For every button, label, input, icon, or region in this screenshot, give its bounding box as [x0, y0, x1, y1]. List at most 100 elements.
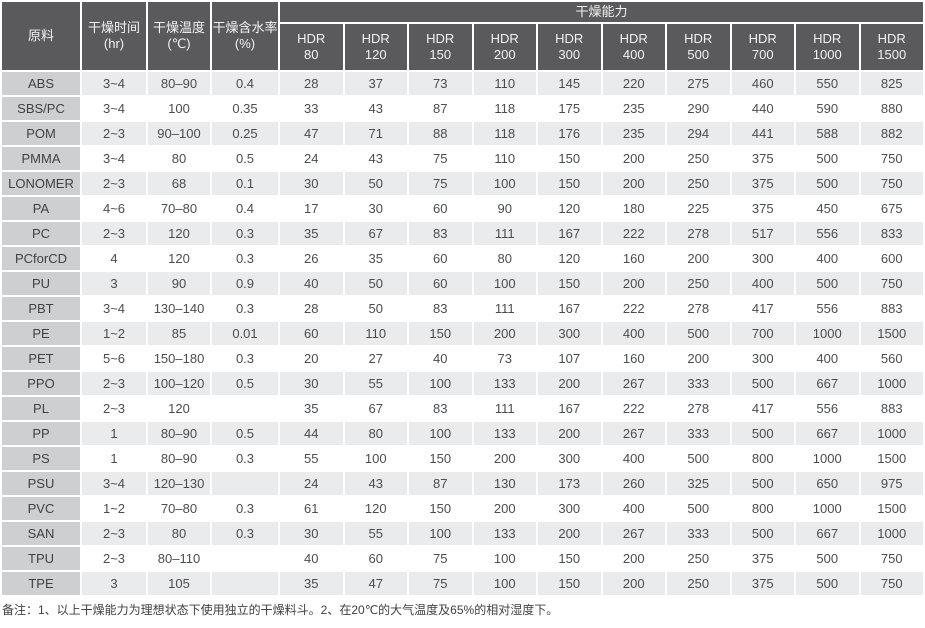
dry-time-cell: 1 — [82, 422, 146, 445]
capacity-cell: 100 — [473, 172, 536, 195]
capacity-cell: 278 — [667, 297, 730, 320]
capacity-cell: 43 — [344, 472, 407, 495]
moisture-cell — [212, 472, 278, 495]
material-cell: LONOMER — [2, 172, 80, 195]
capacity-cell: 118 — [473, 122, 536, 145]
capacity-cell: 100 — [473, 547, 536, 570]
capacity-cell: 100 — [473, 272, 536, 295]
capacity-cell: 375 — [731, 172, 794, 195]
material-cell: PC — [2, 222, 80, 245]
capacity-cell: 600 — [860, 247, 923, 270]
capacity-cell: 200 — [602, 272, 665, 295]
col-header-hdr-1500: HDR 1500 — [860, 24, 923, 70]
capacity-cell: 225 — [667, 197, 730, 220]
capacity-cell: 100 — [344, 447, 407, 470]
capacity-cell: 650 — [796, 472, 859, 495]
dry-temp-cell: 80 — [148, 522, 210, 545]
dry-time-cell: 3~4 — [82, 147, 146, 170]
capacity-cell: 200 — [602, 172, 665, 195]
capacity-cell: 500 — [667, 447, 730, 470]
capacity-cell: 120 — [344, 497, 407, 520]
moisture-cell: 0.4 — [212, 72, 278, 95]
capacity-cell: 26 — [280, 247, 343, 270]
capacity-cell: 200 — [473, 497, 536, 520]
capacity-cell: 35 — [344, 247, 407, 270]
capacity-cell: 883 — [860, 297, 923, 320]
capacity-cell: 750 — [860, 572, 923, 595]
capacity-cell: 43 — [344, 97, 407, 120]
capacity-cell: 417 — [731, 397, 794, 420]
moisture-cell — [212, 572, 278, 595]
dry-temp-cell: 85 — [148, 322, 210, 345]
capacity-cell: 1000 — [796, 322, 859, 345]
dry-time-cell: 1~2 — [82, 497, 146, 520]
capacity-cell: 118 — [473, 97, 536, 120]
capacity-cell: 27 — [344, 347, 407, 370]
table-row-san: SAN 2~3 80 0.3 30 55 100 133 200 267 333 500 667 1000 — [2, 522, 923, 545]
capacity-cell: 417 — [731, 297, 794, 320]
capacity-cell: 200 — [538, 372, 601, 395]
material-cell: PP — [2, 422, 80, 445]
capacity-cell: 133 — [473, 372, 536, 395]
capacity-cell: 300 — [538, 497, 601, 520]
moisture-cell: 0.3 — [212, 497, 278, 520]
capacity-cell: 88 — [409, 122, 472, 145]
capacity-cell: 500 — [667, 497, 730, 520]
dry-temp-cell: 90–100 — [148, 122, 210, 145]
capacity-cell: 556 — [796, 397, 859, 420]
dry-temp-cell: 80–90 — [148, 447, 210, 470]
material-cell: PL — [2, 397, 80, 420]
dry-temp-cell: 100–120 — [148, 372, 210, 395]
capacity-cell: 825 — [860, 72, 923, 95]
capacity-cell: 150 — [409, 497, 472, 520]
capacity-cell: 47 — [344, 572, 407, 595]
capacity-cell: 300 — [538, 447, 601, 470]
table-row-pp: PP 1 80–90 0.5 44 80 100 133 200 267 333 500 667 1000 — [2, 422, 923, 445]
capacity-cell: 222 — [602, 297, 665, 320]
capacity-cell: 200 — [667, 247, 730, 270]
capacity-cell: 145 — [538, 72, 601, 95]
capacity-cell: 20 — [280, 347, 343, 370]
capacity-cell: 28 — [280, 72, 343, 95]
capacity-cell: 100 — [409, 522, 472, 545]
capacity-cell: 590 — [796, 97, 859, 120]
table-row-pa: PA 4~6 70–80 0.4 17 30 60 90 120 180 225 375 450 675 — [2, 197, 923, 220]
moisture-cell: 0.3 — [212, 347, 278, 370]
dry-temp-cell: 100 — [148, 97, 210, 120]
capacity-cell: 1500 — [860, 497, 923, 520]
capacity-cell: 167 — [538, 297, 601, 320]
capacity-cell: 111 — [473, 297, 536, 320]
capacity-cell: 450 — [796, 197, 859, 220]
capacity-cell: 175 — [538, 97, 601, 120]
capacity-cell: 550 — [796, 72, 859, 95]
capacity-cell: 278 — [667, 397, 730, 420]
capacity-cell: 290 — [667, 97, 730, 120]
capacity-cell: 35 — [280, 572, 343, 595]
capacity-cell: 750 — [860, 172, 923, 195]
dry-time-cell: 3 — [82, 572, 146, 595]
capacity-cell: 75 — [409, 572, 472, 595]
dry-time-cell: 4~6 — [82, 197, 146, 220]
col-header-drying-capacity: 干燥能力 — [280, 2, 923, 22]
table-row-pvc: PVC 1~2 70–80 0.3 61 120 150 200 300 400 500 800 100… — [2, 497, 923, 520]
moisture-cell: 0.5 — [212, 147, 278, 170]
capacity-cell: 400 — [731, 272, 794, 295]
capacity-cell: 250 — [667, 572, 730, 595]
moisture-cell: 0.3 — [212, 522, 278, 545]
col-header-moisture-unit: (%) — [234, 36, 256, 51]
capacity-cell: 120 — [538, 247, 601, 270]
capacity-cell: 400 — [796, 247, 859, 270]
capacity-cell: 28 — [280, 297, 343, 320]
capacity-cell: 833 — [860, 222, 923, 245]
capacity-cell: 71 — [344, 122, 407, 145]
capacity-cell: 750 — [860, 547, 923, 570]
dry-time-cell: 1~2 — [82, 322, 146, 345]
capacity-cell: 60 — [409, 247, 472, 270]
moisture-cell: 0.3 — [212, 247, 278, 270]
capacity-cell: 441 — [731, 122, 794, 145]
capacity-cell: 173 — [538, 472, 601, 495]
capacity-cell: 67 — [344, 397, 407, 420]
capacity-cell: 60 — [280, 322, 343, 345]
table-row-pl: PL 2~3 120 35 67 83 111 167 222 278 417 556 883 — [2, 397, 923, 420]
capacity-cell: 30 — [344, 197, 407, 220]
